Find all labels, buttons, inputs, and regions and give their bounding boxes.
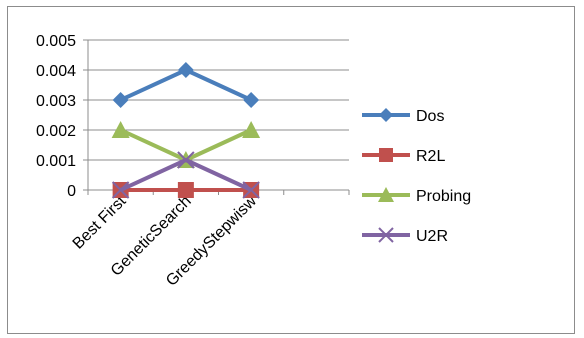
legend-item-dos: Dos <box>362 108 444 125</box>
y-tick-label: 0.004 <box>36 63 76 80</box>
y-axis: 0 0.001 0.002 0.003 0.004 0.005 <box>36 33 89 200</box>
legend-label: U2R <box>416 228 448 245</box>
data-point-marker <box>242 121 261 138</box>
legend-item-r2l: R2L <box>362 148 445 165</box>
data-point-marker <box>379 108 393 122</box>
x-tick-label: Best First <box>70 192 130 252</box>
data-point-marker <box>177 62 194 78</box>
series-u2r <box>111 151 260 199</box>
data-point-marker <box>378 187 394 202</box>
y-tick-label: 0.005 <box>36 33 76 50</box>
data-point-marker <box>378 227 394 243</box>
legend-label: Probing <box>416 188 471 205</box>
data-point-marker <box>243 92 260 108</box>
data-point-marker <box>111 121 130 138</box>
legend-item-u2r: U2R <box>362 227 448 245</box>
data-point-marker <box>177 151 195 169</box>
data-point-marker <box>177 182 194 198</box>
series-lines <box>111 62 261 199</box>
y-tick-label: 0.001 <box>36 153 76 170</box>
legend-label: Dos <box>416 108 444 125</box>
data-point-marker <box>379 148 393 162</box>
data-point-marker <box>111 181 130 199</box>
chart-frame <box>7 6 575 334</box>
y-tick-label: 0.003 <box>36 93 76 110</box>
legend: Dos R2L Probing U2R <box>362 108 471 245</box>
series-dos <box>112 62 260 108</box>
legend-item-probing: Probing <box>362 187 471 205</box>
data-point-marker <box>242 181 260 199</box>
data-point-marker <box>112 92 129 108</box>
y-tick-label: 0 <box>67 183 76 200</box>
legend-label: R2L <box>416 148 445 165</box>
y-tick-label: 0.002 <box>36 123 76 140</box>
gridlines <box>88 39 349 191</box>
